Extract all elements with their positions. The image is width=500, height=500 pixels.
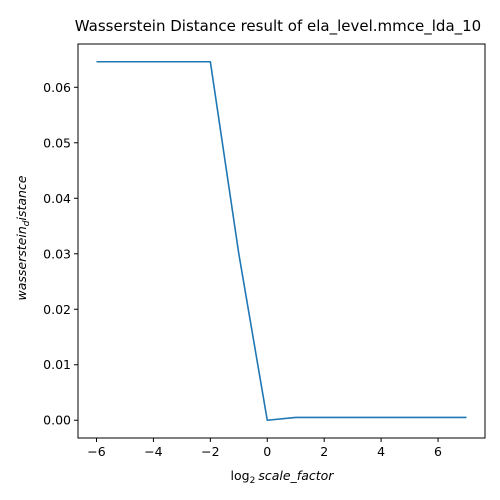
- x-tick-label: 4: [377, 444, 385, 459]
- y-axis-label-main: wasserstein: [14, 226, 29, 300]
- y-axis-label-subscript: d: [22, 220, 32, 226]
- x-tick-label: −6: [87, 444, 105, 459]
- plot-area: [77, 43, 486, 439]
- y-axis-label-rest: istance: [14, 175, 29, 220]
- x-axis-label: log2 scale_factor: [231, 468, 335, 486]
- y-tick-label: 0.00: [43, 413, 71, 428]
- series-layer: [96, 60, 467, 422]
- x-tick-label: 2: [320, 444, 328, 459]
- y-tick-label: 0.06: [43, 80, 71, 95]
- y-tick-label: 0.02: [43, 302, 71, 317]
- x-tick-label: 6: [434, 444, 442, 459]
- x-axis-label-subscript: 2: [250, 476, 256, 486]
- x-tick-label: 0: [263, 444, 271, 459]
- x-tick-label: −2: [201, 444, 219, 459]
- y-tick-label: 0.05: [43, 135, 71, 150]
- y-tick-label: 0.03: [43, 246, 71, 261]
- chart-title: Wasserstein Distance result of ela_level…: [75, 17, 481, 36]
- y-tick-label: 0.04: [43, 191, 71, 206]
- y-tick-label: 0.01: [43, 357, 71, 372]
- series-line: [96, 60, 467, 422]
- x-axis-label-main: scale_factor: [258, 468, 334, 483]
- x-axis-ticks: −6 −4 −2 0 2 4 6: [87, 438, 442, 459]
- x-axis-label-prefix: log: [231, 468, 250, 483]
- y-axis-label: wassersteindistance: [14, 175, 32, 300]
- x-tick-label: −4: [144, 444, 162, 459]
- y-axis-ticks: 0.00 0.01 0.02 0.03 0.04 0.05 0.06: [43, 80, 78, 428]
- plot-frame: [77, 43, 486, 439]
